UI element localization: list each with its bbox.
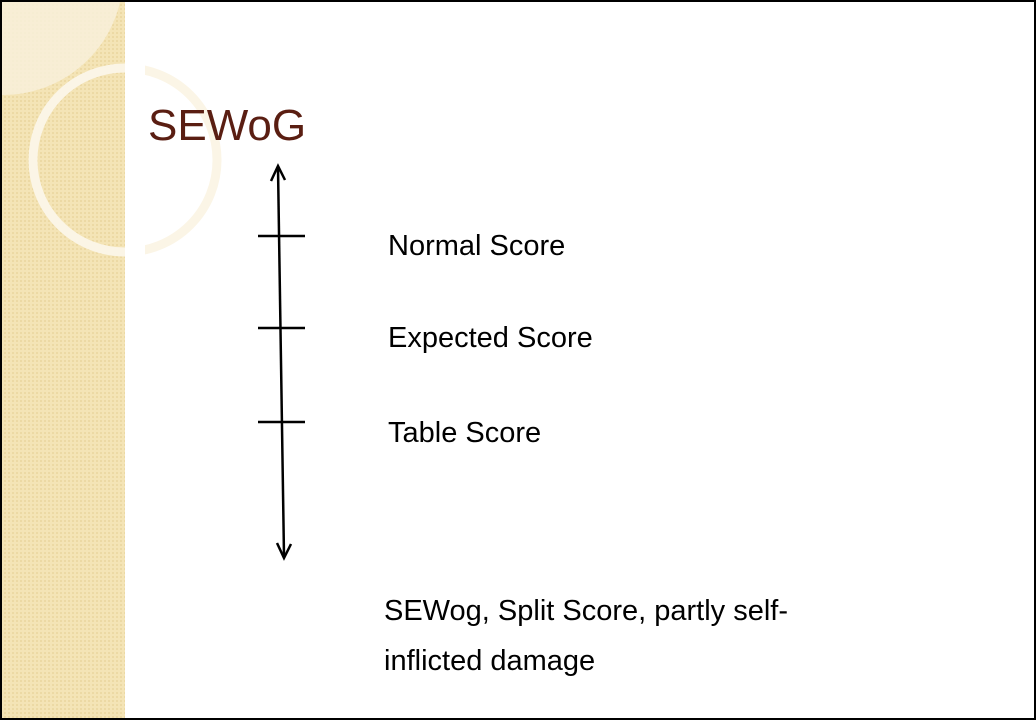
arrow-shaft: [276, 167, 286, 557]
scale-label: Normal Score: [388, 230, 565, 262]
side-strip: [2, 2, 125, 718]
arrow-head-bottom: [275, 542, 293, 561]
note-line: SEWog, Split Score, partly self-: [384, 595, 788, 627]
scale-label: Expected Score: [388, 322, 593, 354]
arrow-head-top: [269, 163, 287, 182]
note-line: inflicted damage: [384, 645, 595, 677]
strip-edge: [125, 2, 145, 718]
corner-circle: [2, 2, 120, 96]
scale-label: Table Score: [388, 417, 541, 449]
slide-title: SEWoG: [148, 101, 306, 150]
scale-arrow: [258, 163, 305, 561]
